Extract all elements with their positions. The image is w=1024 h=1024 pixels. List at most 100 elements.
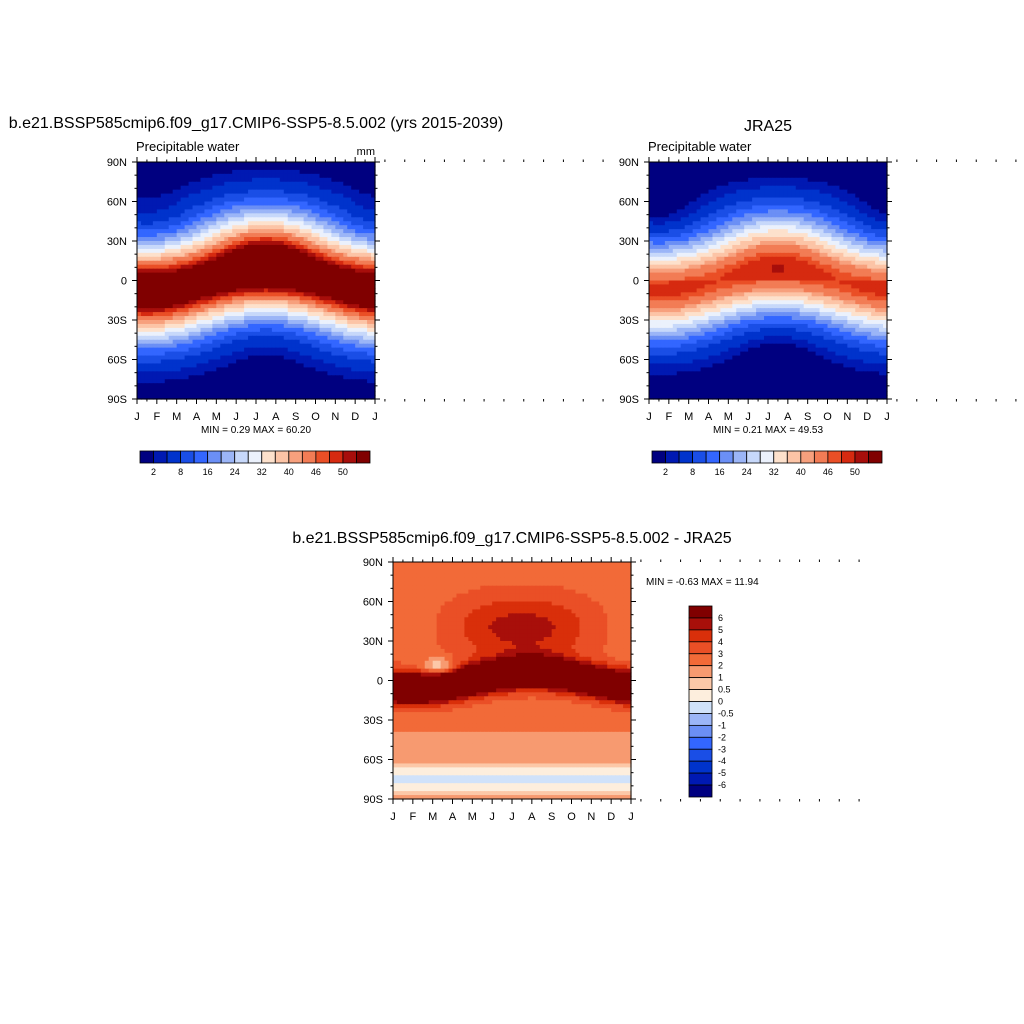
left-cell [311,225,317,230]
left-cell [212,264,217,270]
right-cell [652,237,658,242]
left-cell [164,335,170,341]
left-cell [275,288,281,293]
left-cell [371,343,376,349]
right-cell [756,221,761,226]
left-cell [216,363,221,368]
left-cell [295,375,301,380]
left-cell [244,189,249,195]
left-cell [315,331,321,337]
left-cell [172,189,178,195]
left-cell [367,217,372,222]
right-cell [736,221,741,226]
right-cell [827,225,833,230]
right-cell [744,221,749,226]
right-cell [847,237,852,242]
right-cell [787,177,793,183]
right-cell [839,213,844,218]
left-cell [204,395,209,400]
left-cell [331,177,336,183]
right-cell [656,169,662,175]
left-cell [295,209,301,214]
right-cell [692,173,698,179]
left-cell [339,355,344,361]
right-cell [867,165,872,171]
left-cell [371,272,376,278]
left-cell [172,292,178,297]
right-cell [795,205,801,210]
right-cell [791,181,797,187]
right-cell [692,213,698,218]
right-cell [807,209,813,214]
right-cell [672,221,678,226]
left-cell [279,288,285,293]
right-cell [756,205,761,210]
right-cell [764,221,769,226]
right-cell [660,169,666,175]
right-panel-title: JRA25 [744,118,792,135]
left-cell [315,327,321,333]
left-cell [208,308,213,313]
left-cell [244,331,249,337]
left-cell [192,169,198,175]
right-cell [807,165,813,171]
left-cell [263,355,269,361]
right-cell [704,201,710,207]
left-cell [355,300,360,305]
left-cell [347,233,352,238]
left-cell [283,280,289,286]
left-cell [299,375,305,380]
left-cell [371,335,376,341]
left-cell [307,169,313,175]
right-cell [815,229,821,234]
left-cell [152,264,158,270]
right-cell [811,237,817,242]
left-cell [232,371,237,376]
left-cell [148,308,154,313]
left-cell [180,296,186,301]
left-cell [180,292,186,297]
left-cell [240,379,245,384]
left-cell [248,339,253,345]
right-cell [656,217,662,222]
left-cell [279,205,285,210]
right-cell [728,177,733,183]
left-cell [291,351,297,357]
left-cell [339,252,344,258]
left-cell [323,169,328,175]
left-cell [315,165,321,171]
left-cell [240,367,245,372]
left-cell [271,347,277,353]
left-cell [351,320,356,325]
left-cell [200,339,206,345]
left-cell [248,221,253,226]
left-cell [256,320,261,325]
left-cell [168,383,174,388]
left-cell [220,316,225,321]
left-cell [140,367,146,372]
right-cell [863,177,868,183]
right-cell [688,185,694,191]
left-cell [267,217,273,222]
left-cell [263,339,269,345]
left-cell [188,300,194,305]
right-cell [867,225,872,230]
left-cell [137,367,142,372]
right-cell [668,193,674,199]
left-cell [327,264,332,270]
left-cell [363,268,368,274]
right-cell [672,169,678,175]
left-cell [319,304,325,309]
left-cell [228,221,233,226]
left-cell [327,331,332,337]
left-cell [287,185,293,191]
right-cell [855,233,860,238]
left-cell [279,193,285,199]
right-cell [803,193,809,199]
right-cell [823,233,829,238]
left-cell [283,292,289,297]
right-cell [799,162,805,167]
left-cell [137,237,142,242]
left-cell [359,276,364,282]
left-cell [371,205,376,210]
